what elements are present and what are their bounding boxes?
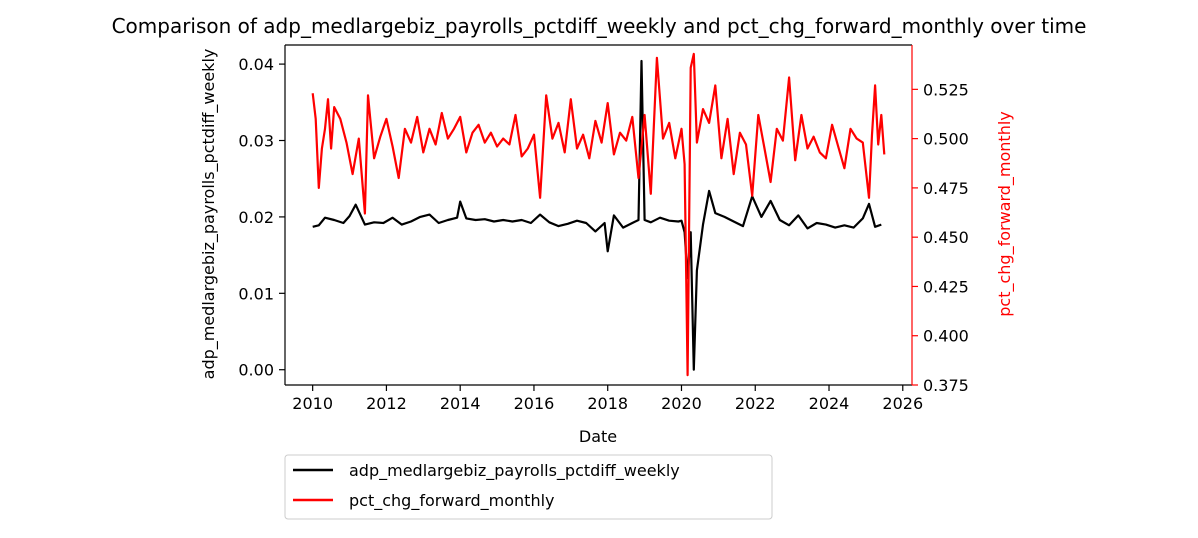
y-left-tick-label: 0.01 — [238, 284, 274, 303]
y-left-tick-label: 0.03 — [238, 132, 274, 151]
plot-frame — [284, 44, 913, 386]
y-axis-label-right: pct_chg_forward_monthly — [995, 111, 1015, 317]
x-tick-label: 2022 — [735, 394, 776, 413]
legend-label-series-1: adp_medlargebiz_payrolls_pctdiff_weekly — [349, 461, 680, 481]
x-tick-label: 2010 — [292, 394, 333, 413]
axes-layer: 2010 2012 2014 2016 2018 2020 2022 2024 2026 0.00… — [238, 55, 968, 413]
x-tick-label: 2020 — [661, 394, 702, 413]
legend: adp_medlargebiz_payrolls_pctdiff_weekly … — [284, 454, 773, 520]
y-right-tick-label: 0.450 — [923, 228, 969, 247]
y-right-tick-label: 0.400 — [923, 327, 969, 346]
y-axis-label-left: adp_medlargebiz_payrolls_pctdiff_weekly — [199, 49, 219, 380]
x-tick-label: 2026 — [882, 394, 923, 413]
legend-label-series-2: pct_chg_forward_monthly — [349, 491, 555, 511]
x-tick-label: 2018 — [587, 394, 628, 413]
y-left-tick-label: 0.04 — [238, 55, 274, 74]
x-tick-label: 2014 — [440, 394, 481, 413]
y-right-tick-label: 0.475 — [923, 179, 969, 198]
x-axis-label: Date — [579, 427, 617, 446]
x-tick-label: 2016 — [514, 394, 555, 413]
chart-title: Comparison of adp_medlargebiz_payrolls_p… — [112, 14, 1087, 38]
y-right-tick-label: 0.425 — [923, 277, 969, 296]
legend-box — [284, 454, 773, 520]
series-line-1 — [312, 59, 882, 371]
y-right-tick-label: 0.500 — [923, 130, 969, 149]
y-left-tick-label: 0.02 — [238, 208, 274, 227]
series-line-2 — [311, 52, 886, 377]
series-layer — [311, 52, 886, 377]
y-right-tick-label: 0.525 — [923, 80, 969, 99]
x-tick-label: 2012 — [366, 394, 407, 413]
y-right-tick-label: 0.375 — [923, 376, 969, 395]
x-tick-label: 2024 — [809, 394, 850, 413]
y-left-tick-label: 0.00 — [238, 361, 274, 380]
